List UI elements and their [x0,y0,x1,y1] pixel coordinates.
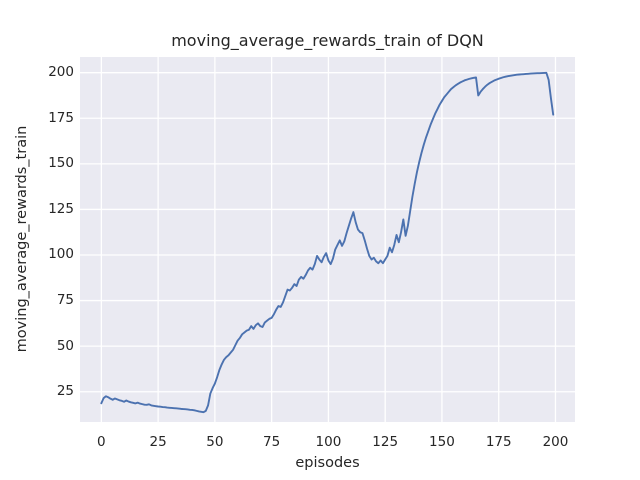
x-tick-label: 75 [263,434,281,450]
y-axis-label: moving_average_rewards_train [14,125,30,353]
y-tick-label: 100 [48,246,74,263]
data-line [100,71,555,414]
chart-svg [80,57,575,422]
x-tick-label: 100 [315,434,342,450]
x-tick-label: 50 [206,434,224,450]
x-tick-label: 175 [485,434,512,450]
x-tick-label: 0 [97,434,106,450]
y-tick-label: 125 [48,200,74,217]
y-tick-label: 50 [56,337,74,354]
y-tick-label: 200 [48,64,74,81]
y-tick-label: 175 [48,109,74,126]
y-tick-label: 150 [48,155,74,172]
x-tick-label: 125 [372,434,399,450]
y-tick-label: 25 [56,383,74,400]
x-tick-label: 150 [429,434,455,450]
x-tick-label: 25 [149,434,167,450]
plot-area [80,57,575,422]
x-tick-label: 200 [542,434,569,450]
x-axis-label: episodes [295,455,360,471]
chart-title: moving_average_rewards_train of DQN [171,31,484,50]
y-tick-label: 75 [56,292,74,309]
